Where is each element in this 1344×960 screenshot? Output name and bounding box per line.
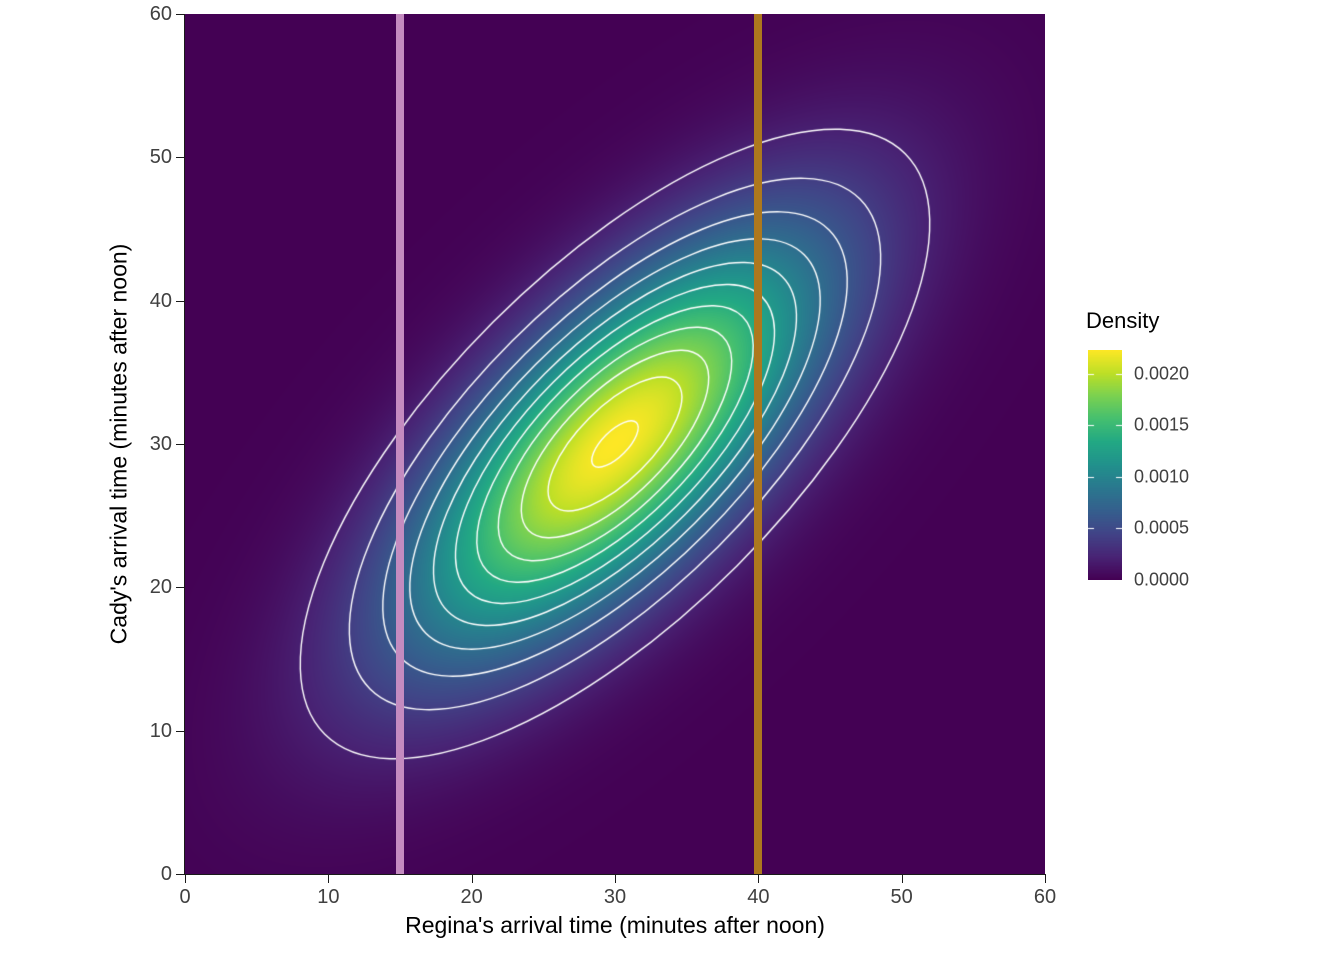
x-axis-title: Regina's arrival time (minutes after noo… xyxy=(405,912,825,938)
x-tick-label: 30 xyxy=(603,886,627,908)
legend-tick-label: 0.0010 xyxy=(1134,466,1190,487)
x-tick-mark xyxy=(185,875,186,883)
x-tick-label: 10 xyxy=(317,886,340,908)
y-axis-title: Cady's arrival time (minutes after noon) xyxy=(105,243,132,645)
y-tick-mark xyxy=(176,874,184,875)
y-tick-label: 30 xyxy=(149,433,172,455)
x-tick-label: 50 xyxy=(890,886,913,908)
reference-line-x15 xyxy=(396,14,404,874)
x-tick-label: 60 xyxy=(1033,886,1057,908)
x-tick-label: 0 xyxy=(179,886,191,908)
x-axis-line xyxy=(184,874,1046,875)
legend-tick-label: 0.0015 xyxy=(1134,414,1190,435)
y-tick-label: 10 xyxy=(149,719,172,742)
y-axis-line xyxy=(184,14,185,875)
y-tick-mark xyxy=(176,444,184,445)
x-tick-mark xyxy=(615,875,616,883)
y-tick-label: 20 xyxy=(149,576,172,599)
x-tick-mark xyxy=(328,875,330,883)
y-tick-label: 0 xyxy=(160,863,172,885)
y-tick-mark xyxy=(176,730,184,732)
reference-line-x40 xyxy=(754,14,763,874)
y-tick-label: 40 xyxy=(149,289,172,312)
density-heatmap-canvas xyxy=(185,14,1045,874)
x-tick-mark xyxy=(1045,875,1046,883)
x-tick-label: 40 xyxy=(747,886,770,908)
legend-colorbar xyxy=(1088,350,1122,580)
y-tick-label: 60 xyxy=(149,3,172,25)
y-tick-mark xyxy=(176,300,184,302)
legend-title: Density xyxy=(1086,308,1160,333)
y-tick-mark xyxy=(176,587,184,589)
x-tick-mark xyxy=(901,875,903,883)
x-tick-mark xyxy=(471,875,473,883)
legend-tick-label: 0.0005 xyxy=(1134,517,1190,538)
y-tick-mark xyxy=(176,157,184,159)
plot-panel xyxy=(185,14,1045,874)
legend-tick-label: 0.0000 xyxy=(1134,569,1190,590)
y-tick-mark xyxy=(176,14,184,15)
legend-tick-label: 0.0020 xyxy=(1134,363,1190,384)
x-tick-label: 20 xyxy=(460,886,483,908)
x-tick-mark xyxy=(758,875,760,883)
y-tick-label: 50 xyxy=(149,146,172,169)
